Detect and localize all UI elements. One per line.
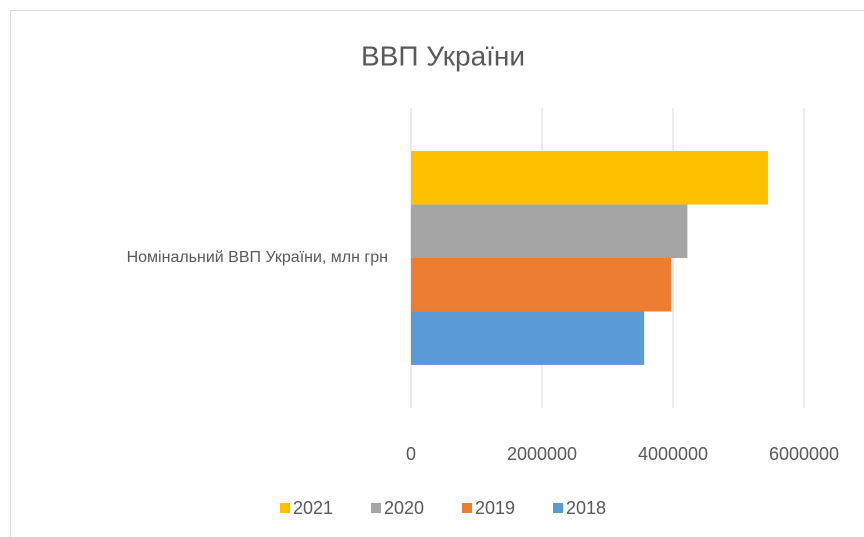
legend-label: 2019 (475, 498, 515, 518)
legend-label: 2018 (566, 498, 606, 518)
x-tick-label: 0 (406, 444, 416, 464)
x-tick-label: 2000000 (507, 444, 577, 464)
x-tick-label: 6000000 (769, 444, 839, 464)
legend-label: 2020 (384, 498, 424, 518)
legend-swatch (280, 503, 290, 513)
bar (411, 311, 645, 365)
bar (411, 204, 688, 258)
legend-swatch (462, 503, 472, 513)
legend-swatch (553, 503, 563, 513)
bar (411, 151, 768, 205)
chart-title: ВВП України (361, 40, 525, 71)
y-tick-label: Номінальний ВВП України, млн грн (127, 249, 388, 266)
bar (411, 258, 672, 312)
legend-swatch (371, 503, 381, 513)
x-tick-label: 4000000 (638, 444, 708, 464)
legend-label: 2021 (293, 498, 333, 518)
